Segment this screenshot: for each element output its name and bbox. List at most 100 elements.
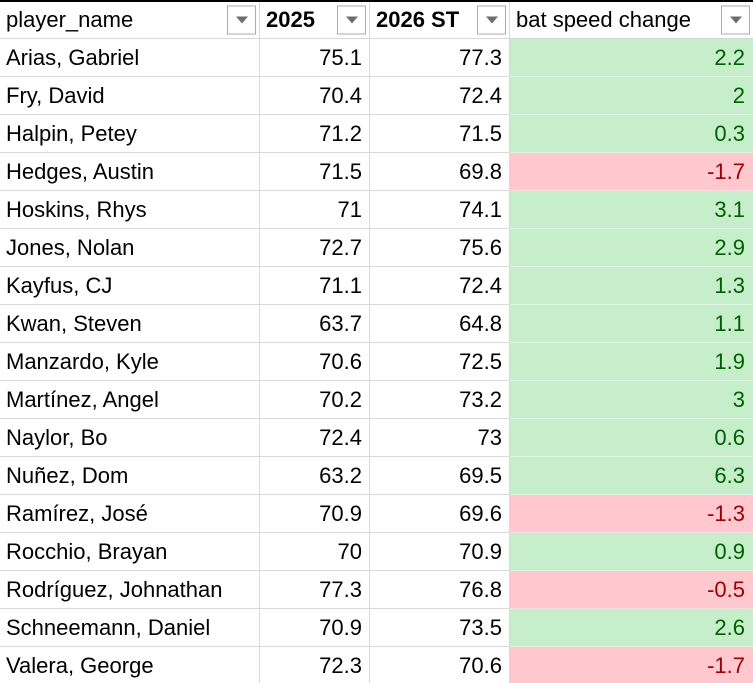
bat-speed-change-cell[interactable]: -1.7 <box>510 647 753 683</box>
value-2026-cell[interactable]: 69.8 <box>370 153 510 191</box>
value-2025-cell[interactable]: 63.7 <box>260 305 370 343</box>
value-2026-cell[interactable]: 74.1 <box>370 191 510 229</box>
value-2026-cell[interactable]: 76.8 <box>370 571 510 609</box>
chevron-down-icon <box>485 16 498 24</box>
bat-speed-change-cell[interactable]: 3.1 <box>510 191 753 229</box>
value-2025-cell[interactable]: 75.1 <box>260 39 370 77</box>
value-2025-cell[interactable]: 70.4 <box>260 77 370 115</box>
table-row: Hedges, Austin 71.5 69.8 -1.7 <box>0 153 753 191</box>
table-row: Arias, Gabriel 75.1 77.3 2.2 <box>0 39 753 77</box>
bat-speed-change-cell[interactable]: -1.3 <box>510 495 753 533</box>
column-header-2026-st[interactable]: 2026 ST <box>370 2 510 39</box>
value-2025-cell[interactable]: 70 <box>260 533 370 571</box>
value-2026-cell[interactable]: 70.9 <box>370 533 510 571</box>
player-name-cell[interactable]: Halpin, Petey <box>0 115 260 153</box>
value-2025-cell[interactable]: 70.2 <box>260 381 370 419</box>
chevron-down-icon <box>729 16 742 24</box>
column-header-player-name[interactable]: player_name <box>0 2 260 39</box>
value-2025-cell[interactable]: 72.4 <box>260 419 370 457</box>
filter-button-2026-st[interactable] <box>477 5 506 35</box>
filter-button-bat-speed-change[interactable] <box>721 5 750 35</box>
value-2025-cell[interactable]: 71 <box>260 191 370 229</box>
player-name-cell[interactable]: Naylor, Bo <box>0 419 260 457</box>
bat-speed-change-cell[interactable]: 2.6 <box>510 609 753 647</box>
bat-speed-change-cell[interactable]: 6.3 <box>510 457 753 495</box>
player-name-cell[interactable]: Kwan, Steven <box>0 305 260 343</box>
value-2025-cell[interactable]: 63.2 <box>260 457 370 495</box>
column-header-2025[interactable]: 2025 <box>260 2 370 39</box>
player-name-cell[interactable]: Nuñez, Dom <box>0 457 260 495</box>
value-2025-cell[interactable]: 72.7 <box>260 229 370 267</box>
value-2026-cell[interactable]: 75.6 <box>370 229 510 267</box>
value-2025-cell[interactable]: 71.1 <box>260 267 370 305</box>
value-2026-cell[interactable]: 73.2 <box>370 381 510 419</box>
player-name-cell[interactable]: Rodríguez, Johnathan <box>0 571 260 609</box>
bat-speed-change-cell[interactable]: 0.3 <box>510 115 753 153</box>
value-2026-cell[interactable]: 73.5 <box>370 609 510 647</box>
value-2025-cell[interactable]: 70.6 <box>260 343 370 381</box>
player-name-cell[interactable]: Rocchio, Brayan <box>0 533 260 571</box>
player-name-cell[interactable]: Valera, George <box>0 647 260 683</box>
player-name-cell[interactable]: Kayfus, CJ <box>0 267 260 305</box>
player-name-cell[interactable]: Fry, David <box>0 77 260 115</box>
column-header-label: 2026 ST <box>376 7 460 32</box>
player-name-cell[interactable]: Martínez, Angel <box>0 381 260 419</box>
value-2026-cell[interactable]: 77.3 <box>370 39 510 77</box>
table-row: Kwan, Steven 63.7 64.8 1.1 <box>0 305 753 343</box>
table-row: Halpin, Petey 71.2 71.5 0.3 <box>0 115 753 153</box>
bat-speed-change-cell[interactable]: 2.9 <box>510 229 753 267</box>
value-2025-cell[interactable]: 77.3 <box>260 571 370 609</box>
column-header-label: bat speed change <box>516 7 691 32</box>
bat-speed-change-cell[interactable]: 3 <box>510 381 753 419</box>
value-2026-cell[interactable]: 69.6 <box>370 495 510 533</box>
value-2026-cell[interactable]: 64.8 <box>370 305 510 343</box>
bat-speed-change-cell[interactable]: -1.7 <box>510 153 753 191</box>
value-2026-cell[interactable]: 73 <box>370 419 510 457</box>
table-row: Jones, Nolan 72.7 75.6 2.9 <box>0 229 753 267</box>
column-header-bat-speed-change[interactable]: bat speed change <box>510 2 753 39</box>
bat-speed-change-cell[interactable]: 0.6 <box>510 419 753 457</box>
bat-speed-change-cell[interactable]: 2.2 <box>510 39 753 77</box>
bat-speed-change-cell[interactable]: 1.9 <box>510 343 753 381</box>
value-2026-cell[interactable]: 69.5 <box>370 457 510 495</box>
table-row: Schneemann, Daniel 70.9 73.5 2.6 <box>0 609 753 647</box>
player-name-cell[interactable]: Hedges, Austin <box>0 153 260 191</box>
table-row: Kayfus, CJ 71.1 72.4 1.3 <box>0 267 753 305</box>
bat-speed-change-cell[interactable]: 0.9 <box>510 533 753 571</box>
table-row: Fry, David 70.4 72.4 2 <box>0 77 753 115</box>
value-2025-cell[interactable]: 70.9 <box>260 495 370 533</box>
table-row: Rocchio, Brayan 70 70.9 0.9 <box>0 533 753 571</box>
table-row: Martínez, Angel 70.2 73.2 3 <box>0 381 753 419</box>
value-2026-cell[interactable]: 71.5 <box>370 115 510 153</box>
table-row: Manzardo, Kyle 70.6 72.5 1.9 <box>0 343 753 381</box>
value-2026-cell[interactable]: 72.4 <box>370 77 510 115</box>
table-row: Ramírez, José 70.9 69.6 -1.3 <box>0 495 753 533</box>
bat-speed-change-cell[interactable]: 1.1 <box>510 305 753 343</box>
player-name-cell[interactable]: Manzardo, Kyle <box>0 343 260 381</box>
player-name-cell[interactable]: Hoskins, Rhys <box>0 191 260 229</box>
value-2026-cell[interactable]: 70.6 <box>370 647 510 683</box>
table-row: Naylor, Bo 72.4 73 0.6 <box>0 419 753 457</box>
chevron-down-icon <box>345 16 358 24</box>
chevron-down-icon <box>235 16 248 24</box>
player-name-cell[interactable]: Arias, Gabriel <box>0 39 260 77</box>
header-row: player_name 2025 2026 ST bat speed chang… <box>0 2 753 39</box>
bat-speed-change-cell[interactable]: -0.5 <box>510 571 753 609</box>
table-body: Arias, Gabriel 75.1 77.3 2.2 Fry, David 70.4 7… <box>0 39 753 683</box>
player-name-cell[interactable]: Ramírez, José <box>0 495 260 533</box>
bat-speed-change-cell[interactable]: 2 <box>510 77 753 115</box>
column-header-label: player_name <box>6 7 134 32</box>
filter-button-player-name[interactable] <box>227 5 256 35</box>
value-2025-cell[interactable]: 71.2 <box>260 115 370 153</box>
value-2026-cell[interactable]: 72.5 <box>370 343 510 381</box>
player-name-cell[interactable]: Schneemann, Daniel <box>0 609 260 647</box>
bat-speed-change-cell[interactable]: 1.3 <box>510 267 753 305</box>
value-2026-cell[interactable]: 72.4 <box>370 267 510 305</box>
value-2025-cell[interactable]: 70.9 <box>260 609 370 647</box>
table-row: Nuñez, Dom 63.2 69.5 6.3 <box>0 457 753 495</box>
value-2025-cell[interactable]: 72.3 <box>260 647 370 683</box>
filter-button-2025[interactable] <box>337 5 366 35</box>
value-2025-cell[interactable]: 71.5 <box>260 153 370 191</box>
player-name-cell[interactable]: Jones, Nolan <box>0 229 260 267</box>
